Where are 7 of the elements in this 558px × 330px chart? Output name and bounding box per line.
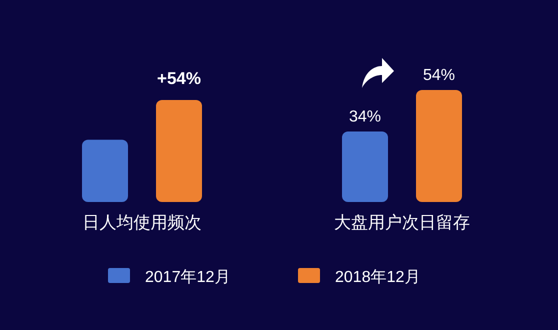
legend-label: 2018年12月	[335, 269, 420, 286]
data-label: 34%	[348, 108, 382, 126]
x-tick-label: 日人均使用频次	[82, 213, 202, 232]
data-label: 54%	[422, 67, 456, 84]
legend-label: 2017年12月	[145, 269, 230, 286]
text: +54%	[157, 69, 201, 88]
x-tick-label: 大盘用户次日留存	[334, 213, 470, 232]
